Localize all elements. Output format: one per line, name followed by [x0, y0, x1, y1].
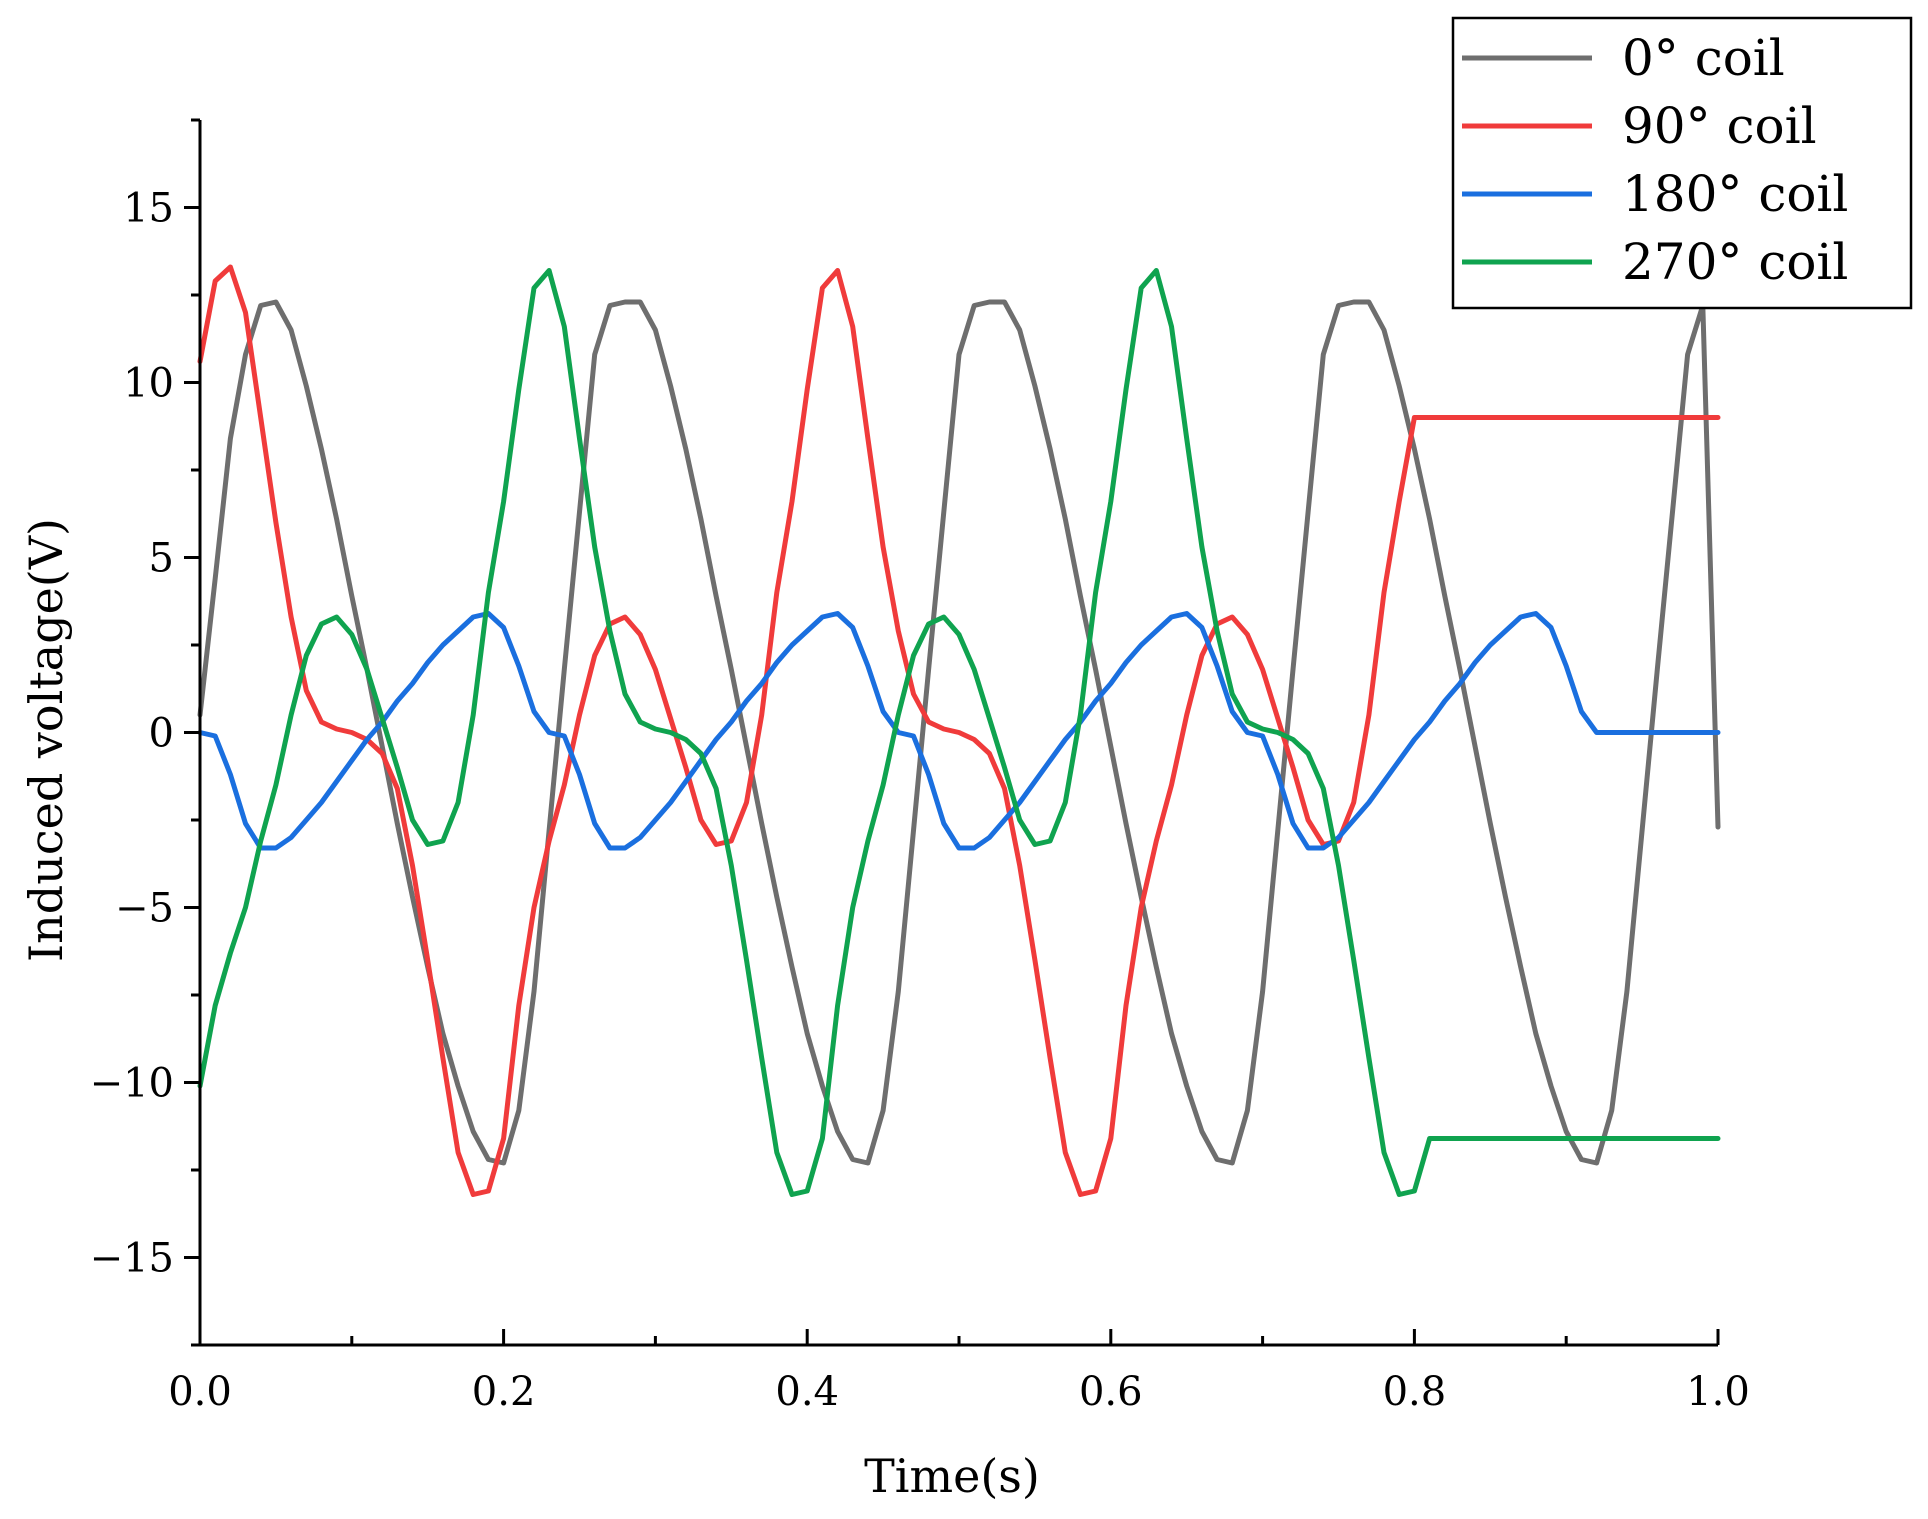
axes: 0.0 0.2 0.4 0.6 0.8 1.0 −15 −10 −5 0 5 10 15: [90, 118, 1750, 1415]
legend: 0° coil 90° coil 180° coil 270° coil: [1451, 16, 1913, 310]
series-layer: [197, 264, 1721, 1197]
legend-label: 0° coil: [1622, 29, 1785, 87]
y-tick-label: 5: [149, 536, 174, 582]
x-tick-label: 0.4: [775, 1369, 839, 1415]
x-tick-label: 0.6: [1079, 1369, 1143, 1415]
legend-label: 90° coil: [1622, 97, 1817, 155]
x-tick-label: 0.2: [472, 1369, 536, 1415]
legend-label: 180° coil: [1622, 165, 1848, 223]
y-tick-label: −15: [90, 1236, 174, 1282]
x-tick-label: 0.0: [168, 1369, 232, 1415]
y-tick-label: −10: [90, 1061, 174, 1107]
x-tick-label: 0.8: [1383, 1369, 1447, 1415]
legend-item-90-coil: 90° coil: [1462, 97, 1817, 155]
legend-label: 270° coil: [1622, 233, 1848, 291]
y-axis-title: Induced voltage(V): [19, 518, 73, 962]
series-line-90-coil: [197, 264, 1721, 1197]
series-line-270-coil: [197, 268, 1721, 1197]
y-ticks: −15 −10 −5 0 5 10 15: [90, 118, 200, 1347]
y-tick-label: 15: [123, 186, 174, 232]
legend-item-0-coil: 0° coil: [1462, 29, 1785, 87]
legend-items: 0° coil 90° coil 180° coil 270° coil: [1462, 29, 1848, 291]
x-ticks: 0.0 0.2 0.4 0.6 0.8 1.0: [168, 1329, 1750, 1415]
series-line-0-coil: [197, 299, 1721, 1166]
legend-item-180-coil: 180° coil: [1462, 165, 1848, 223]
legend-item-270-coil: 270° coil: [1462, 233, 1848, 291]
x-axis-title: Time(s): [864, 1449, 1040, 1503]
series-line-180-coil: [197, 611, 1721, 851]
y-tick-label: 10: [123, 361, 174, 407]
y-tick-label: 0: [149, 711, 174, 757]
x-tick-label: 1.0: [1686, 1369, 1750, 1415]
y-tick-label: −5: [115, 886, 174, 932]
